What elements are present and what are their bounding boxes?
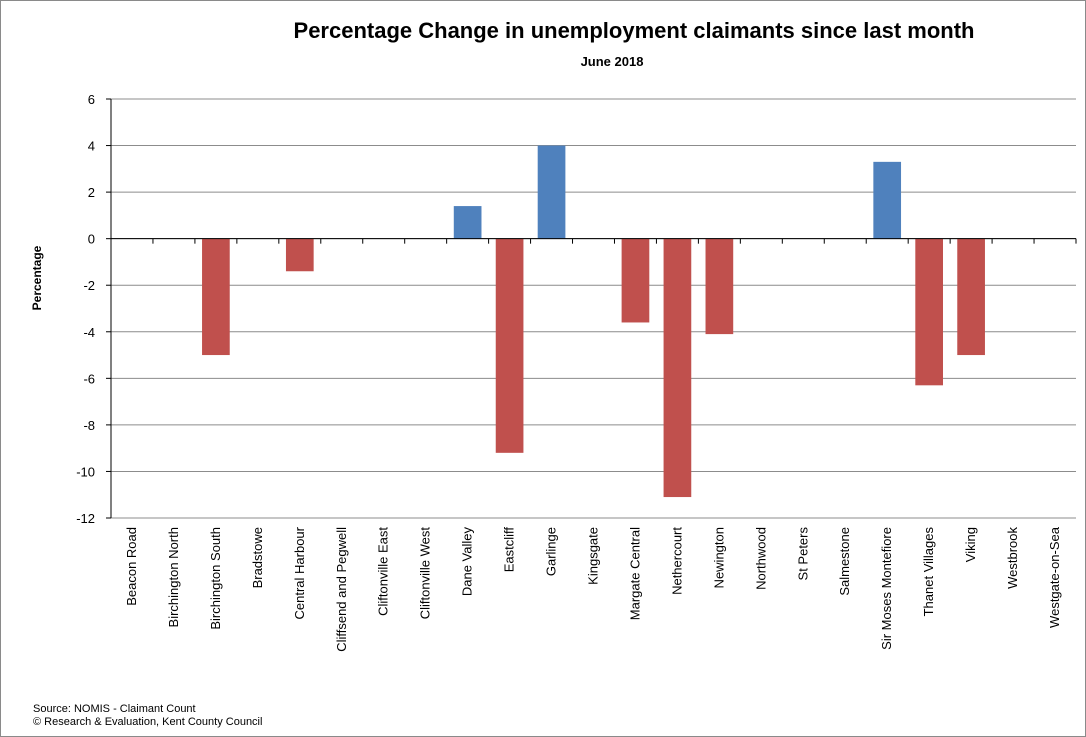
y-tick-label: -6 — [83, 371, 95, 386]
x-tick-label: Eastcliff — [502, 527, 517, 573]
x-tick-labels: Beacon Road Birchington North Birchington … — [124, 526, 1062, 652]
x-tick-label: Westbrook — [1005, 527, 1020, 589]
x-tick-label: Birchington North — [166, 527, 181, 627]
x-tick-label: Sir Moses Montefiore — [879, 527, 894, 650]
bar-thanet-villages — [915, 238, 943, 386]
x-tick-label: Garlinge — [544, 527, 559, 576]
y-tick-label: -12 — [76, 511, 95, 526]
bar-nethercourt — [663, 238, 692, 498]
y-tick-label: 4 — [88, 139, 95, 154]
bar-central-harbour — [285, 238, 314, 272]
bar-sir-moses-montefiore — [873, 161, 902, 239]
axes — [110, 99, 1077, 518]
x-tick-label: Cliftonville East — [376, 527, 391, 616]
y-tick-label: 2 — [88, 185, 95, 200]
y-tick-label: -2 — [83, 278, 95, 293]
x-tick-label: Central Harbour — [292, 526, 307, 619]
x-tick-label: Dane Valley — [460, 527, 475, 597]
x-tick-label: Beacon Road — [124, 527, 139, 606]
x-tick-label: Newington — [711, 527, 726, 588]
y-tick-label: -8 — [83, 418, 95, 433]
y-tick-label: 6 — [88, 92, 95, 107]
x-tick-label: Kingsgate — [586, 527, 601, 585]
source-line: Source: NOMIS - Claimant Count — [33, 703, 196, 715]
y-tick-labels: 6 4 2 0 -2 -4 -6 -8 -10 -12 — [76, 92, 95, 526]
bar-garlinge — [537, 145, 566, 239]
x-tick-label: Cliftonville West — [418, 527, 433, 620]
chart-title: Percentage Change in unemployment claima… — [294, 18, 975, 43]
x-tick-label: Thanet Villages — [921, 527, 936, 617]
y-tick-label: -10 — [76, 464, 95, 479]
bar-margate-central — [621, 238, 650, 323]
y-tick-label: 0 — [88, 232, 95, 247]
bar-dane-valley — [453, 206, 482, 239]
bar-viking — [957, 238, 985, 356]
x-tick-label: Viking — [963, 527, 978, 562]
bars — [202, 145, 985, 498]
x-tick-label: Northwood — [753, 527, 768, 590]
bar-eastcliff — [495, 238, 524, 453]
chart-subtitle: June 2018 — [581, 54, 644, 69]
x-tick-label: Nethercourt — [669, 527, 684, 595]
y-tick-label: -4 — [83, 325, 95, 340]
bar-newington — [705, 238, 734, 335]
x-tick-label: Salmestone — [837, 527, 852, 596]
x-tick-label: Margate Central — [627, 527, 642, 620]
x-tick-label: Westgate-on-Sea — [1047, 526, 1062, 628]
x-tick-label: Cliffsend and Pegwell — [334, 527, 349, 652]
x-tick-label: Birchington South — [208, 527, 223, 630]
x-tick-label: Bradstowe — [250, 527, 265, 588]
x-tick-label: St Peters — [795, 527, 810, 581]
copyright-line: © Research & Evaluation, Kent County Cou… — [33, 716, 262, 728]
y-axis-label: Percentage — [30, 245, 44, 310]
gridlines — [106, 98, 1076, 519]
bar-birchington-south — [202, 238, 230, 356]
